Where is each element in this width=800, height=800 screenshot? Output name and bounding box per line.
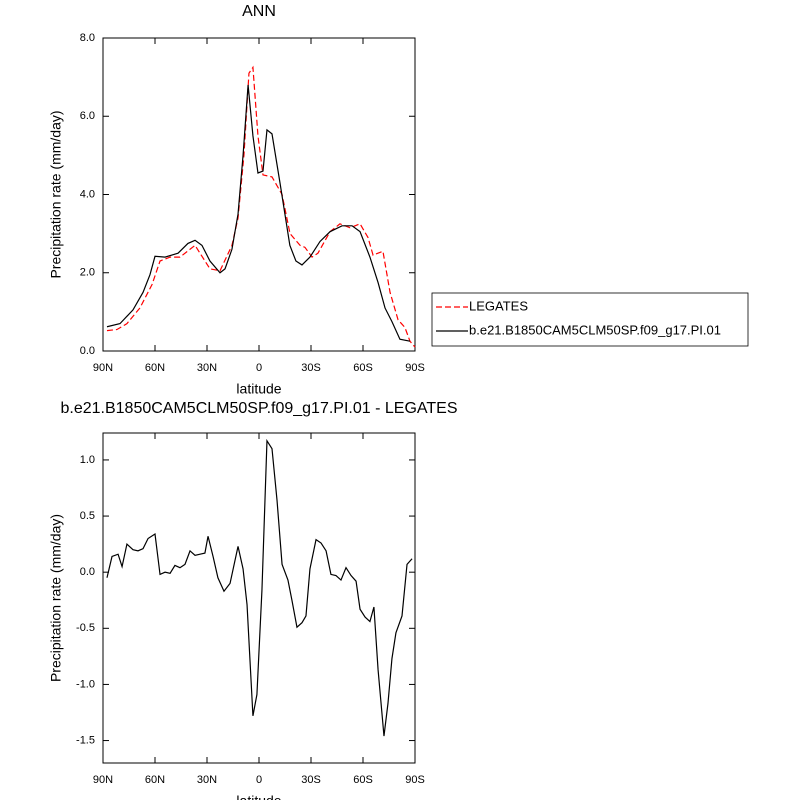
series-line [106, 84, 411, 342]
chart-title: ANN [242, 3, 276, 20]
x-tick-label: 90N [93, 774, 113, 786]
y-tick-label: -0.5 [76, 622, 95, 634]
y-tick-label: 0.5 [80, 510, 95, 522]
y-axis-label: Precipitation rate (mm/day) [48, 110, 64, 278]
y-tick-label: 8.0 [80, 32, 95, 44]
plot-frame [102, 37, 416, 352]
plot-frame [102, 432, 416, 764]
y-tick-label: -1.5 [76, 734, 95, 746]
x-tick-label: 60N [145, 362, 165, 374]
x-tick-label: 30N [197, 774, 217, 786]
x-tick-label: 0 [256, 774, 262, 786]
x-tick-label: 30S [301, 774, 321, 786]
y-tick-label: 4.0 [80, 188, 95, 200]
x-tick-label: 30N [197, 362, 217, 374]
x-tick-label: 60N [145, 774, 165, 786]
chart-title: b.e21.B1850CAM5CLM50SP.f09_g17.PI.01 - L… [61, 400, 458, 417]
legend-label: b.e21.B1850CAM5CLM50SP.f09_g17.PI.01 [469, 322, 721, 337]
legend-label: LEGATES [469, 298, 528, 313]
x-tick-label: 90S [405, 774, 425, 786]
y-tick-label: 0.0 [80, 345, 95, 357]
y-axis-label: Precipitation rate (mm/day) [48, 514, 64, 682]
x-axis-label: latitude [236, 793, 281, 800]
x-tick-label: 60S [353, 774, 373, 786]
y-tick-label: -1.0 [76, 678, 95, 690]
x-tick-label: 90S [405, 362, 425, 374]
series-line [106, 65, 416, 348]
y-tick-label: 6.0 [80, 110, 95, 122]
y-tick-label: 2.0 [80, 267, 95, 279]
y-tick-label: 0.0 [80, 566, 95, 578]
x-tick-label: 30S [301, 362, 321, 374]
x-tick-label: 0 [256, 362, 262, 374]
x-axis-label: latitude [236, 381, 281, 397]
legend-box [431, 292, 749, 347]
y-tick-label: 1.0 [80, 454, 95, 466]
x-tick-label: 60S [353, 362, 373, 374]
series-line [106, 438, 413, 737]
x-tick-label: 90N [93, 362, 113, 374]
